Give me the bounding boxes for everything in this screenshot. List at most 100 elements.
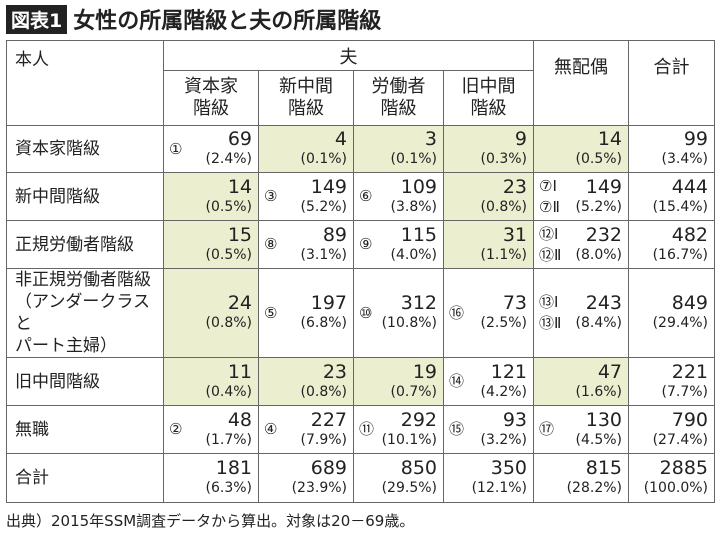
cell-content: 14 (0.5%) (164, 177, 258, 217)
cell-numbers: 149 (5.2%) (576, 177, 623, 217)
cell-marker: ⑯ (449, 303, 465, 322)
cell-content: 11 (0.4%) (164, 362, 258, 402)
cell-marker: ⑤ (264, 303, 278, 322)
cell-percent: (3.8%) (390, 198, 438, 215)
cell-content: 444 (15.4%) (629, 177, 714, 217)
row-label-line: パート主婦） (15, 336, 117, 356)
column-header: 合計 (628, 40, 715, 126)
cell-content: 2885 (100.0%) (629, 458, 714, 498)
cell-numbers: 4 (0.1%) (301, 129, 348, 169)
cell-numbers: 31 (1.1%) (481, 225, 528, 265)
table-cell: 849 (29.4%) (628, 268, 715, 358)
cell-percent: (6.8%) (300, 315, 348, 331)
cell-percent: (0.7%) (390, 383, 438, 400)
column-header-line: 階級 (288, 98, 324, 119)
cell-percent: (3.2%) (480, 431, 528, 448)
cell-count: 89 (322, 223, 347, 246)
cell-content: ⑤ 197 (6.8%) (259, 293, 353, 333)
cell-percent: (10.1%) (381, 431, 437, 448)
cell-percent: (4.2%) (480, 383, 528, 400)
cell-content: ⑨ 115 (4.0%) (354, 225, 443, 265)
cell-content: 482 (16.7%) (629, 225, 714, 265)
table-cell: ⑧ 89 (3.1%) (258, 220, 354, 269)
cell-content: 689 (23.9%) (259, 458, 353, 498)
cell-content: 9 (0.3%) (444, 129, 533, 169)
cell-numbers: 15 (0.5%) (206, 225, 253, 265)
cell-content: 15 (0.5%) (164, 225, 258, 265)
cell-markers: ④ (264, 419, 277, 440)
cell-percent: (5.2%) (575, 198, 623, 215)
row-label: 資本家階級 (6, 125, 164, 173)
row-label-line: 旧中間階級 (15, 371, 100, 392)
table-cell: 14 (0.5%) (163, 172, 259, 221)
column-header-line: 新中間 (279, 76, 333, 97)
cell-content: 31 (1.1%) (444, 225, 533, 265)
cell-percent: (0.8%) (480, 198, 528, 215)
cell-numbers: 815 (28.2%) (567, 458, 622, 498)
row-label: 正規労働者階級 (6, 220, 164, 269)
cell-count: 47 (597, 360, 622, 383)
cell-percent: (8.4%) (575, 315, 623, 331)
cell-count: 93 (502, 408, 527, 431)
table-cell: 790 (27.4%) (628, 405, 715, 454)
table-cell: ⑨ 115 (4.0%) (353, 220, 444, 269)
cell-content: ⑧ 89 (3.1%) (259, 225, 353, 265)
cell-count: 850 (400, 457, 437, 479)
column-header-line: 階級 (380, 98, 417, 119)
cell-count: 48 (227, 408, 252, 431)
cell-count: 149 (310, 175, 347, 198)
cell-count: 99 (683, 128, 708, 150)
cell-numbers: 312 (10.8%) (382, 293, 437, 333)
cell-marker: ⑩ (359, 303, 373, 322)
table-cell: 444 (15.4%) (628, 172, 715, 221)
cell-numbers: 350 (12.1%) (472, 458, 527, 498)
cell-count: 19 (412, 360, 437, 383)
cell-marker: ② (169, 420, 183, 438)
cell-numbers: 2885 (100.0%) (644, 458, 708, 498)
header: 図表1 女性の所属階級と夫の所属階級 (6, 4, 381, 34)
cell-content: ⑰ 130 (4.5%) (534, 410, 628, 450)
cell-content: ⑪ 292 (10.1%) (354, 410, 443, 450)
cell-percent: (0.1%) (300, 151, 348, 167)
table-cell: 24 (0.8%) (163, 268, 259, 358)
table-cell: ⑰ 130 (4.5%) (533, 405, 629, 454)
column-header: 旧中間 階級 (443, 70, 534, 126)
table-cell: 23 (0.8%) (443, 172, 534, 221)
cell-numbers: 89 (3.1%) (301, 225, 348, 265)
cell-percent: (10.8%) (381, 315, 437, 331)
cell-numbers: 69 (2.4%) (206, 129, 253, 169)
cell-count: 130 (585, 408, 622, 431)
cell-content: ③ 149 (5.2%) (259, 177, 353, 217)
cell-marker: ⑰ (539, 420, 555, 438)
cell-count: 11 (227, 360, 252, 383)
table-cell: ③ 149 (5.2%) (258, 172, 354, 221)
cell-numbers: 181 (6.3%) (206, 458, 253, 498)
cell-percent: (1.1%) (480, 246, 528, 263)
cell-count: 689 (310, 457, 347, 479)
table-cell: 19 (0.7%) (353, 357, 444, 406)
row-label: 非正規労働者階級 （アンダークラスと パート主婦） (6, 268, 164, 358)
cell-count: 243 (585, 292, 622, 314)
table-cell: ⑮ 93 (3.2%) (443, 405, 534, 454)
cell-numbers: 149 (5.2%) (301, 177, 348, 217)
cell-numbers: 121 (4.2%) (481, 362, 528, 402)
table-cell: ⑥ 109 (3.8%) (353, 172, 444, 221)
column-header: 無配偶 (533, 40, 629, 126)
cell-content: ⑮ 93 (3.2%) (444, 410, 533, 450)
row-header: 本人 (6, 40, 164, 126)
cell-content: ⑥ 109 (3.8%) (354, 177, 443, 217)
cell-percent: (27.4%) (652, 431, 708, 448)
cell-markers: ⑧ (264, 234, 277, 255)
cell-marker: ⑮ (449, 420, 465, 438)
cell-numbers: 849 (29.4%) (653, 293, 708, 333)
cell-content: 815 (28.2%) (534, 458, 628, 498)
cell-percent: (4.5%) (575, 431, 623, 448)
table-row: 資本家階級 ① 69 (2.4%) 4 (0.1%) 3 (0.1%) 9 (0.3%) 14 (0.… (6, 125, 715, 173)
row-label-line: （アンダークラスと (15, 292, 150, 334)
cell-content: 24 (0.8%) (164, 293, 258, 333)
cell-count: 23 (502, 175, 527, 198)
cell-percent: (3.1%) (300, 246, 348, 263)
cell-percent: (1.7%) (205, 431, 253, 448)
cell-markers: ⑥ (359, 186, 372, 207)
